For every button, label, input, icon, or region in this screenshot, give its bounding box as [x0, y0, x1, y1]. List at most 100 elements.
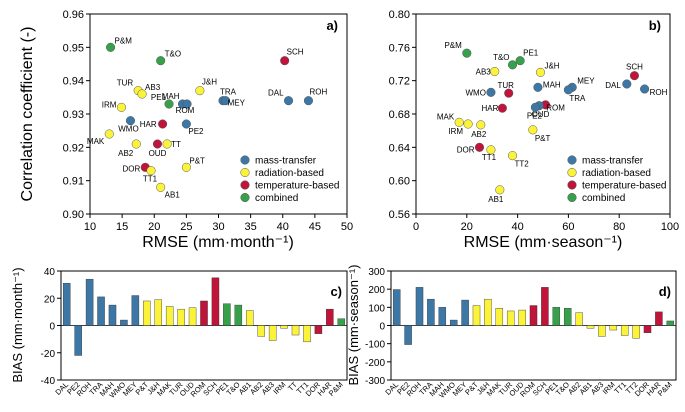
point-tt1: [146, 166, 156, 176]
panel-d-bars: [392, 287, 675, 345]
bar-tra: [97, 296, 105, 326]
bar-dal: [392, 289, 401, 326]
point-label-tra: TRA: [569, 94, 586, 103]
point-label-dor: DOR: [122, 164, 140, 173]
panel-c-y-ticks: -40 -20 0 20 40: [41, 267, 61, 387]
bar-ab3: [268, 325, 277, 341]
y-tick-label: 200: [368, 285, 385, 296]
point-pe2: [530, 102, 540, 112]
point-sch: [280, 56, 290, 66]
point-label-mey: MEY: [228, 99, 246, 108]
bar-sch: [541, 287, 549, 326]
point-ab3: [490, 66, 500, 77]
panel-c-label: c): [330, 284, 342, 299]
x-tick-label: 100: [661, 221, 679, 233]
panel-d-category-labels: DALPE2ROHTRAMAHWMOMEYP&TJ&HMAKTUROUDROMS…: [383, 380, 673, 400]
point-pe2: [181, 119, 191, 129]
panel-a-y-axis-title: Correlation coefficient (-): [19, 27, 36, 202]
panel-a-scatter: 0.90 0.91 0.92 0.93 0.94 0.95 0.96 10 15 20 25 30 3…: [19, 9, 353, 251]
bar-har: [655, 311, 663, 326]
x-tick-label: 50: [341, 221, 353, 233]
point-mey: [221, 96, 231, 106]
x-tick-label: 40: [277, 221, 289, 233]
x-tick-label: 45: [309, 221, 321, 233]
y-tick-label: -200: [365, 358, 385, 369]
point-label-oud: OUD: [149, 149, 167, 158]
y-tick-label: 300: [368, 267, 385, 278]
point-label-sch: SCH: [287, 48, 304, 57]
category-label-irm: IRM: [271, 380, 287, 396]
point-label-ab2: AB2: [118, 149, 134, 158]
panel-b-x-ticks: 0 20 40 60 80 100: [413, 214, 679, 233]
point-label-oud: OUD: [532, 110, 550, 119]
bar-mah: [108, 304, 117, 326]
bar-pandm: [337, 318, 346, 326]
point-dal: [283, 96, 294, 106]
point-label-mak: MAK: [87, 137, 105, 146]
point-label-mah: MAH: [543, 80, 561, 89]
panel-b-scatter: 0.56 0.60 0.64 0.68 0.72 0.76 0.80 0 20 40 60 80 10…: [389, 9, 680, 251]
panel-a-label: a): [326, 18, 338, 33]
point-ab2: [131, 139, 141, 149]
y-tick-label: -40: [41, 376, 56, 387]
point-label-tt1: TT1: [143, 175, 158, 184]
point-label-pe1: PE1: [523, 49, 539, 58]
y-tick-label: -100: [365, 340, 385, 351]
point-ab1: [156, 182, 166, 192]
panel-a-x-axis-title: RMSE (mm·month⁻¹): [142, 234, 294, 251]
bar-mey: [131, 295, 140, 326]
x-tick-label: 80: [613, 221, 625, 233]
point-label-har: HAR: [481, 104, 498, 113]
bar-mak: [495, 308, 504, 326]
point-label-dal: DAL: [268, 89, 284, 98]
bar-rom: [200, 300, 208, 326]
point-dor: [474, 142, 485, 152]
panel-c-bars: [62, 277, 346, 356]
point-label-tando: T&O: [165, 50, 181, 59]
bar-tt: [291, 325, 300, 336]
bar-ab1: [586, 325, 595, 329]
y-tick-label: 0.92: [63, 142, 84, 154]
point-label-tando: T&O: [493, 53, 509, 62]
point-label-mak: MAK: [437, 112, 455, 121]
panel-c-y-axis-title: BIAS (mm·month⁻¹): [10, 267, 25, 382]
point-tt: [162, 139, 172, 149]
point-mah: [533, 82, 543, 92]
point-har: [158, 119, 168, 129]
bar-dal: [62, 283, 71, 326]
point-label-irm: IRM: [102, 100, 117, 109]
point-tra: [563, 85, 573, 95]
y-tick-label: 0.95: [63, 42, 84, 54]
point-tt2: [507, 151, 518, 161]
point-mak: [104, 129, 114, 139]
point-har: [497, 103, 507, 113]
bar-ab2: [257, 325, 265, 337]
point-pandt: [181, 162, 191, 172]
bar-pandm: [666, 320, 675, 326]
point-rom: [182, 99, 192, 109]
y-tick-label: 0.91: [63, 176, 84, 188]
bar-pandt: [472, 305, 481, 326]
point-jandh: [195, 86, 205, 96]
panel-d-bar: -300 -200 -100 0 100 200 300 DALPE2ROHTRAMAHWM…: [346, 265, 677, 400]
point-roh: [303, 96, 314, 106]
point-label-dor: DOR: [457, 145, 475, 154]
legend-label-combined: combined: [582, 193, 625, 204]
bar-tra: [427, 298, 435, 326]
point-tando: [156, 56, 166, 66]
point-wmo: [486, 87, 496, 97]
bar-pe1: [223, 303, 231, 326]
legend-marker-temperature-based: [240, 180, 250, 190]
point-label-tur: TUR: [117, 79, 134, 88]
point-label-pandt: P&T: [189, 156, 205, 165]
y-tick-label: 0.94: [63, 76, 84, 88]
point-label-ab1: AB1: [165, 190, 181, 199]
point-pe1: [164, 99, 174, 109]
bar-pe2: [404, 325, 412, 345]
point-label-tur: TUR: [497, 81, 514, 90]
bar-ab3: [598, 325, 606, 337]
bar-tur: [506, 310, 515, 326]
point-label-jandh: J&H: [202, 78, 217, 87]
bar-har: [326, 308, 334, 326]
